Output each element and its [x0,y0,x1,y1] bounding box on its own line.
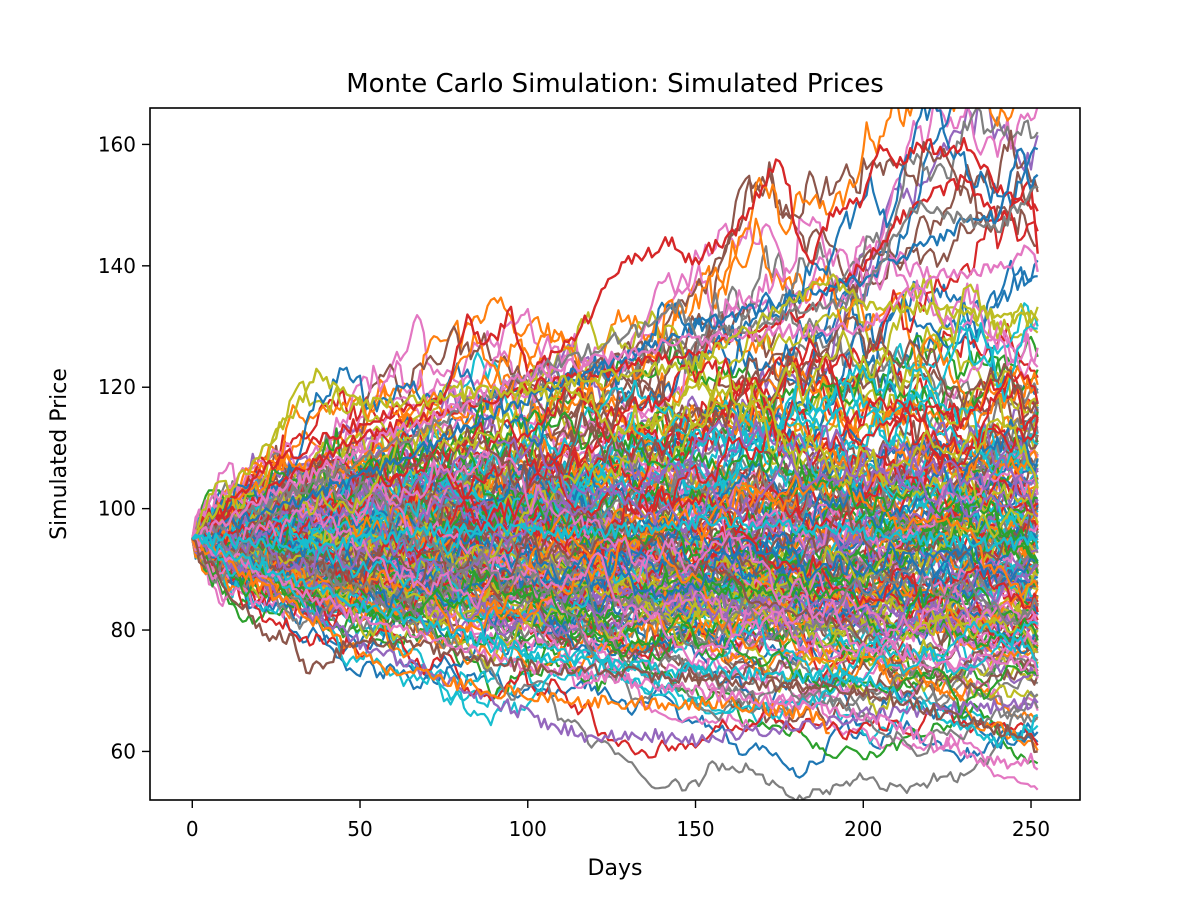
x-tick-label: 50 [347,817,372,841]
highlight-path-line-8 [191,535,830,735]
simulated-path-line [192,482,1039,654]
highlight-path-line-11 [191,538,1038,754]
highlight-path-line-1 [191,137,1039,540]
simulated-path-line [191,526,1039,720]
x-tick-label: 200 [844,817,882,841]
x-tick-label: 250 [1012,817,1050,841]
highlight-path-line-6 [191,273,1039,540]
simulated-path-line [191,453,1039,583]
y-tick-label: 160 [98,132,136,156]
highlight-path-line-10 [191,533,1039,749]
y-tick-label: 80 [111,618,136,642]
simulated-path-line [191,402,1039,564]
simulated-path-line [191,498,1039,676]
simulated-path-line [191,532,1039,727]
chart-title: Monte Carlo Simulation: Simulated Prices [346,69,884,99]
highlight-path-line-4 [191,185,1038,541]
x-axis-ticks: 0 50 100 150 200 250 [186,800,1050,841]
y-tick-label: 60 [111,739,136,763]
simulated-path-line [191,322,1038,564]
highlight-path-line-7 [191,533,1039,748]
x-tick-label: 100 [509,817,547,841]
simulated-path-line [191,428,1039,613]
simulated-path-line [191,507,1039,691]
x-tick-label: 150 [676,817,714,841]
simulated-path-line [191,437,1039,627]
highlight-path-line-5 [191,244,1039,540]
simulated-path-line [191,510,1039,618]
highlight-path-line-9 [191,535,1039,771]
simulated-path-line [191,275,1039,540]
x-tick-label: 0 [186,817,199,841]
simulated-path-line [191,516,1038,610]
y-axis-ticks: 60 80 100 120 140 160 [98,132,150,763]
x-axis-label: Days [588,856,643,881]
plot-frame [149,107,1081,801]
highlight-path-line-2 [191,174,1039,540]
simulated-path-line [192,503,1039,685]
simulated-paths [191,108,1039,800]
y-tick-label: 140 [98,254,136,278]
simulated-path-line [191,538,1039,800]
y-tick-label: 120 [98,375,136,399]
simulated-path-line [191,351,1039,545]
highlight-path-line-12 [191,515,1039,553]
simulated-path-line [191,217,1039,552]
y-axis-label: Simulated Price [47,368,72,540]
y-tick-label: 100 [98,497,136,521]
simulated-path-line [191,537,1039,691]
simulated-path-line [191,505,1038,657]
simulated-path-line [191,523,1039,650]
